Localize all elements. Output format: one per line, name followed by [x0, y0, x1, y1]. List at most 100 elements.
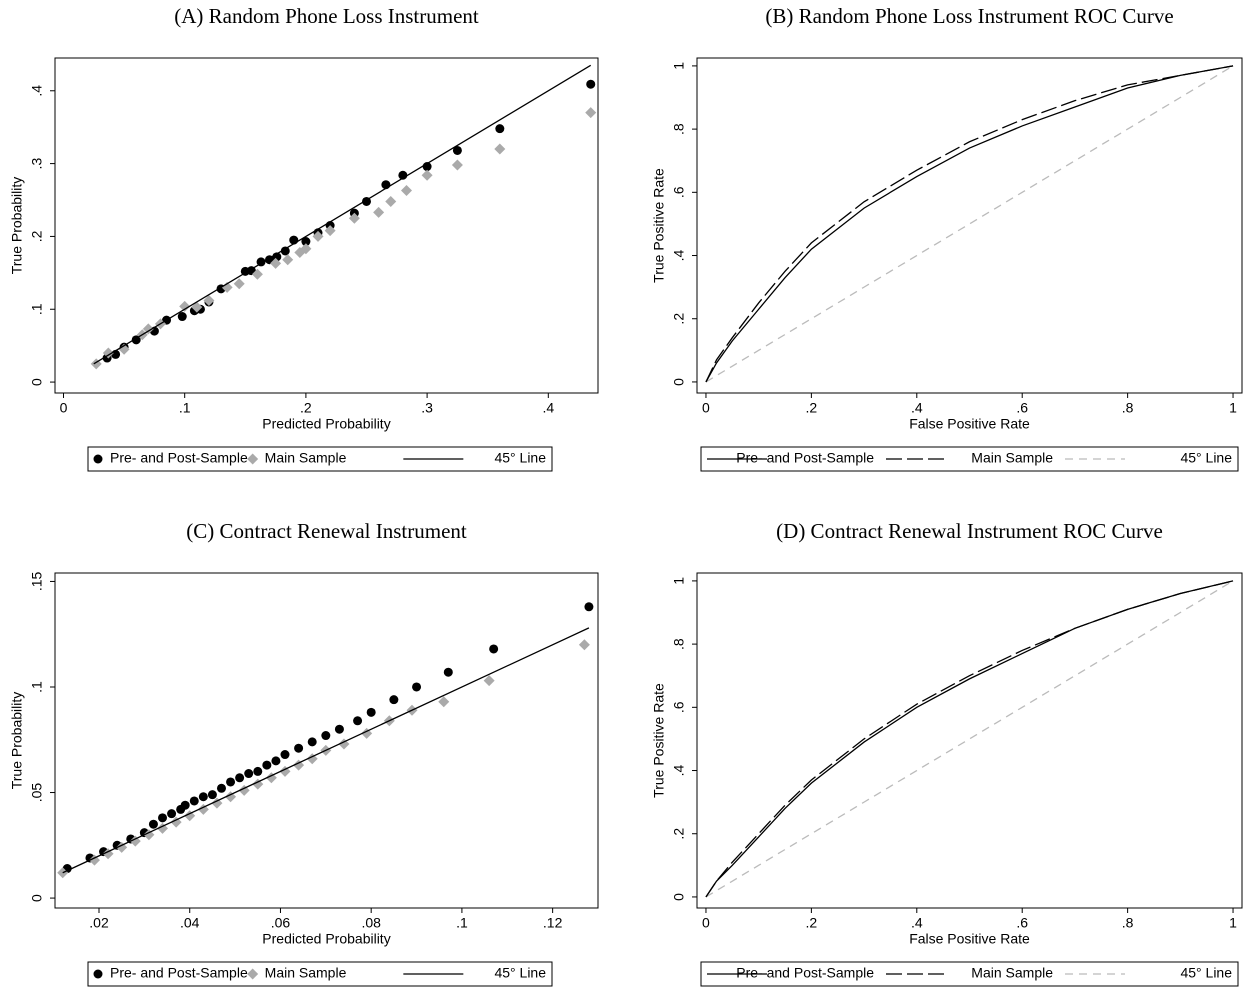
series-line [705, 580, 1234, 898]
y-tick-label: .6 [671, 186, 687, 198]
x-tick-label: 1 [1229, 400, 1237, 416]
x-tick-label: .2 [806, 400, 818, 416]
point [233, 278, 245, 290]
panel-title: (C) Contract Renewal Instrument [186, 519, 467, 543]
x-tick-label: .4 [911, 915, 923, 931]
point [489, 644, 499, 654]
legend-label: Main Sample [971, 450, 1053, 466]
legend-label: Main Sample [265, 965, 347, 981]
panel-title: (A) Random Phone Loss Instrument [174, 4, 479, 28]
point [244, 769, 254, 779]
y-tick-label: .6 [671, 701, 687, 713]
legend-label: Main Sample [265, 450, 347, 466]
series-line [705, 65, 1234, 383]
x-axis-label: Predicted Probability [262, 416, 390, 432]
legend-label: 45° Line [1180, 450, 1232, 466]
y-tick-label: .4 [671, 764, 687, 776]
point [451, 159, 463, 171]
x-tick-label: .6 [1016, 400, 1028, 416]
point [251, 268, 263, 280]
plot-frame [696, 572, 1243, 909]
x-tick-label: .02 [89, 915, 109, 931]
point [142, 323, 154, 335]
point [438, 696, 450, 708]
y-tick-label: 1 [671, 577, 687, 585]
panel: (D) Contract Renewal Instrument ROC Curv… [651, 519, 1243, 987]
point [412, 682, 422, 692]
series-line [705, 65, 1234, 383]
y-axis-label: True Positive Rate [651, 168, 667, 283]
point [221, 281, 233, 293]
x-tick-label: .06 [271, 915, 291, 931]
legend-label: Main Sample [971, 965, 1053, 981]
point [262, 760, 272, 770]
y-tick-label: .2 [671, 313, 687, 325]
legend-label: Pre- and Post-Sample [736, 965, 874, 981]
y-axis-label: True Probability [9, 692, 25, 790]
y-tick-label: .1 [29, 681, 45, 693]
point [334, 724, 344, 734]
point [366, 707, 376, 717]
point [494, 143, 506, 155]
point [271, 756, 281, 766]
legend-marker [93, 969, 103, 979]
point [280, 750, 290, 760]
point [421, 169, 433, 181]
point [443, 667, 453, 677]
y-tick-label: 0 [29, 894, 45, 902]
point [280, 246, 290, 256]
y-tick-label: 0 [671, 893, 687, 901]
y-tick-label: 1 [671, 62, 687, 70]
x-tick-label: .08 [361, 915, 381, 931]
point [216, 783, 226, 793]
point [452, 145, 462, 155]
y-tick-label: .3 [29, 158, 45, 170]
x-axis-label: False Positive Rate [909, 931, 1030, 947]
plot-frame [54, 572, 599, 909]
x-tick-label: 0 [702, 400, 710, 416]
legend-label: 45° Line [494, 450, 546, 466]
point [102, 347, 114, 359]
point [179, 300, 191, 312]
legend-label: Pre- and Post-Sample [736, 450, 874, 466]
point [235, 773, 245, 783]
x-tick-label: .6 [1016, 915, 1028, 931]
point [300, 243, 312, 255]
point [301, 237, 311, 247]
x-tick-label: .3 [421, 400, 433, 416]
point [389, 695, 399, 705]
x-tick-label: .8 [1122, 400, 1134, 416]
legend-label: 45° Line [494, 965, 546, 981]
plot-frame [696, 57, 1243, 394]
legend-box [700, 961, 1239, 987]
legend-box [87, 961, 553, 987]
y-tick-label: .8 [671, 638, 687, 650]
legend-marker [247, 453, 259, 465]
y-tick-label: .4 [29, 85, 45, 97]
point [189, 796, 199, 806]
panel: (C) Contract Renewal Instrument Predicted… [9, 519, 599, 987]
panel: (B) Random Phone Loss Instrument ROC Cur… [651, 4, 1243, 472]
legend-marker [247, 968, 259, 980]
x-tick-label: 0 [702, 915, 710, 931]
point [226, 777, 236, 787]
x-axis-label: False Positive Rate [909, 416, 1030, 432]
legend-label: Pre- and Post-Sample [110, 965, 248, 981]
point [177, 312, 187, 322]
legend-label: 45° Line [1180, 965, 1232, 981]
y-tick-label: .2 [671, 828, 687, 840]
point [57, 867, 69, 879]
y-tick-label: .15 [29, 572, 45, 592]
y-axis-label: True Probability [9, 177, 25, 275]
series-line [62, 627, 590, 874]
x-tick-label: .8 [1122, 915, 1134, 931]
point [294, 743, 304, 753]
y-tick-label: 0 [671, 378, 687, 386]
point [385, 195, 397, 207]
y-tick-label: .4 [671, 249, 687, 261]
point [148, 819, 158, 829]
point [373, 206, 385, 218]
y-tick-label: .05 [29, 783, 45, 803]
point [158, 813, 168, 823]
y-axis-label: True Positive Rate [651, 683, 667, 798]
